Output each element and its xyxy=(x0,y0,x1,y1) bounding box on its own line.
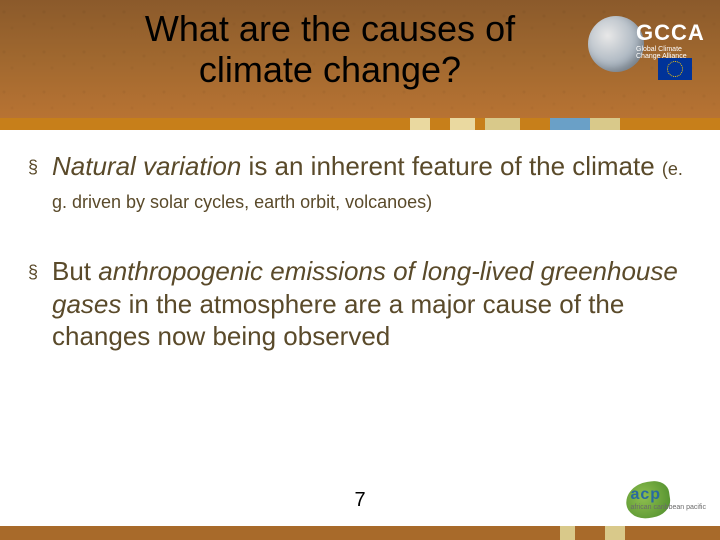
slide-content: §Natural variation is an inherent featur… xyxy=(28,150,692,393)
footer-segment xyxy=(0,526,560,540)
text-run: But xyxy=(52,256,98,286)
text-run: in the atmosphere are a major cause of t… xyxy=(52,289,624,352)
gcca-logo: GCCA Global Climate Change Alliance xyxy=(588,12,708,82)
acp-logo-subtext: african caribbean pacific xyxy=(631,504,707,511)
text-run: is an inherent feature of the climate xyxy=(241,151,662,181)
text-run: Natural variation xyxy=(52,151,241,181)
page-number: 7 xyxy=(0,489,720,512)
footer-bar xyxy=(0,526,720,540)
bullet-item: §But anthropogenic emissions of long-liv… xyxy=(28,255,692,353)
acp-logo: acp african caribbean pacific xyxy=(626,476,706,524)
bullet-mark: § xyxy=(28,150,52,215)
accent-segment xyxy=(450,118,475,130)
bullet-text: Natural variation is an inherent feature… xyxy=(52,150,692,215)
footer-segment xyxy=(625,526,720,540)
footer-segment xyxy=(560,526,575,540)
eu-flag-icon xyxy=(658,58,692,80)
slide-header: What are the causes of climate change? G… xyxy=(0,0,720,118)
accent-segment xyxy=(0,118,410,130)
acp-logo-text: acp xyxy=(631,486,707,504)
bullet-item: §Natural variation is an inherent featur… xyxy=(28,150,692,215)
bullet-mark: § xyxy=(28,255,52,353)
accent-segment xyxy=(485,118,520,130)
accent-segment xyxy=(410,118,430,130)
accent-segment xyxy=(550,118,590,130)
accent-segment xyxy=(620,118,720,130)
slide-title: What are the causes of climate change? xyxy=(100,8,560,91)
accent-segment xyxy=(520,118,550,130)
accent-segment xyxy=(590,118,620,130)
footer-segment xyxy=(605,526,625,540)
bullet-text: But anthropogenic emissions of long-live… xyxy=(52,255,692,353)
accent-segment xyxy=(430,118,450,130)
footer-segment xyxy=(575,526,605,540)
accent-segment xyxy=(475,118,485,130)
accent-bar xyxy=(0,118,720,130)
gcca-logo-text: GCCA xyxy=(636,20,705,46)
